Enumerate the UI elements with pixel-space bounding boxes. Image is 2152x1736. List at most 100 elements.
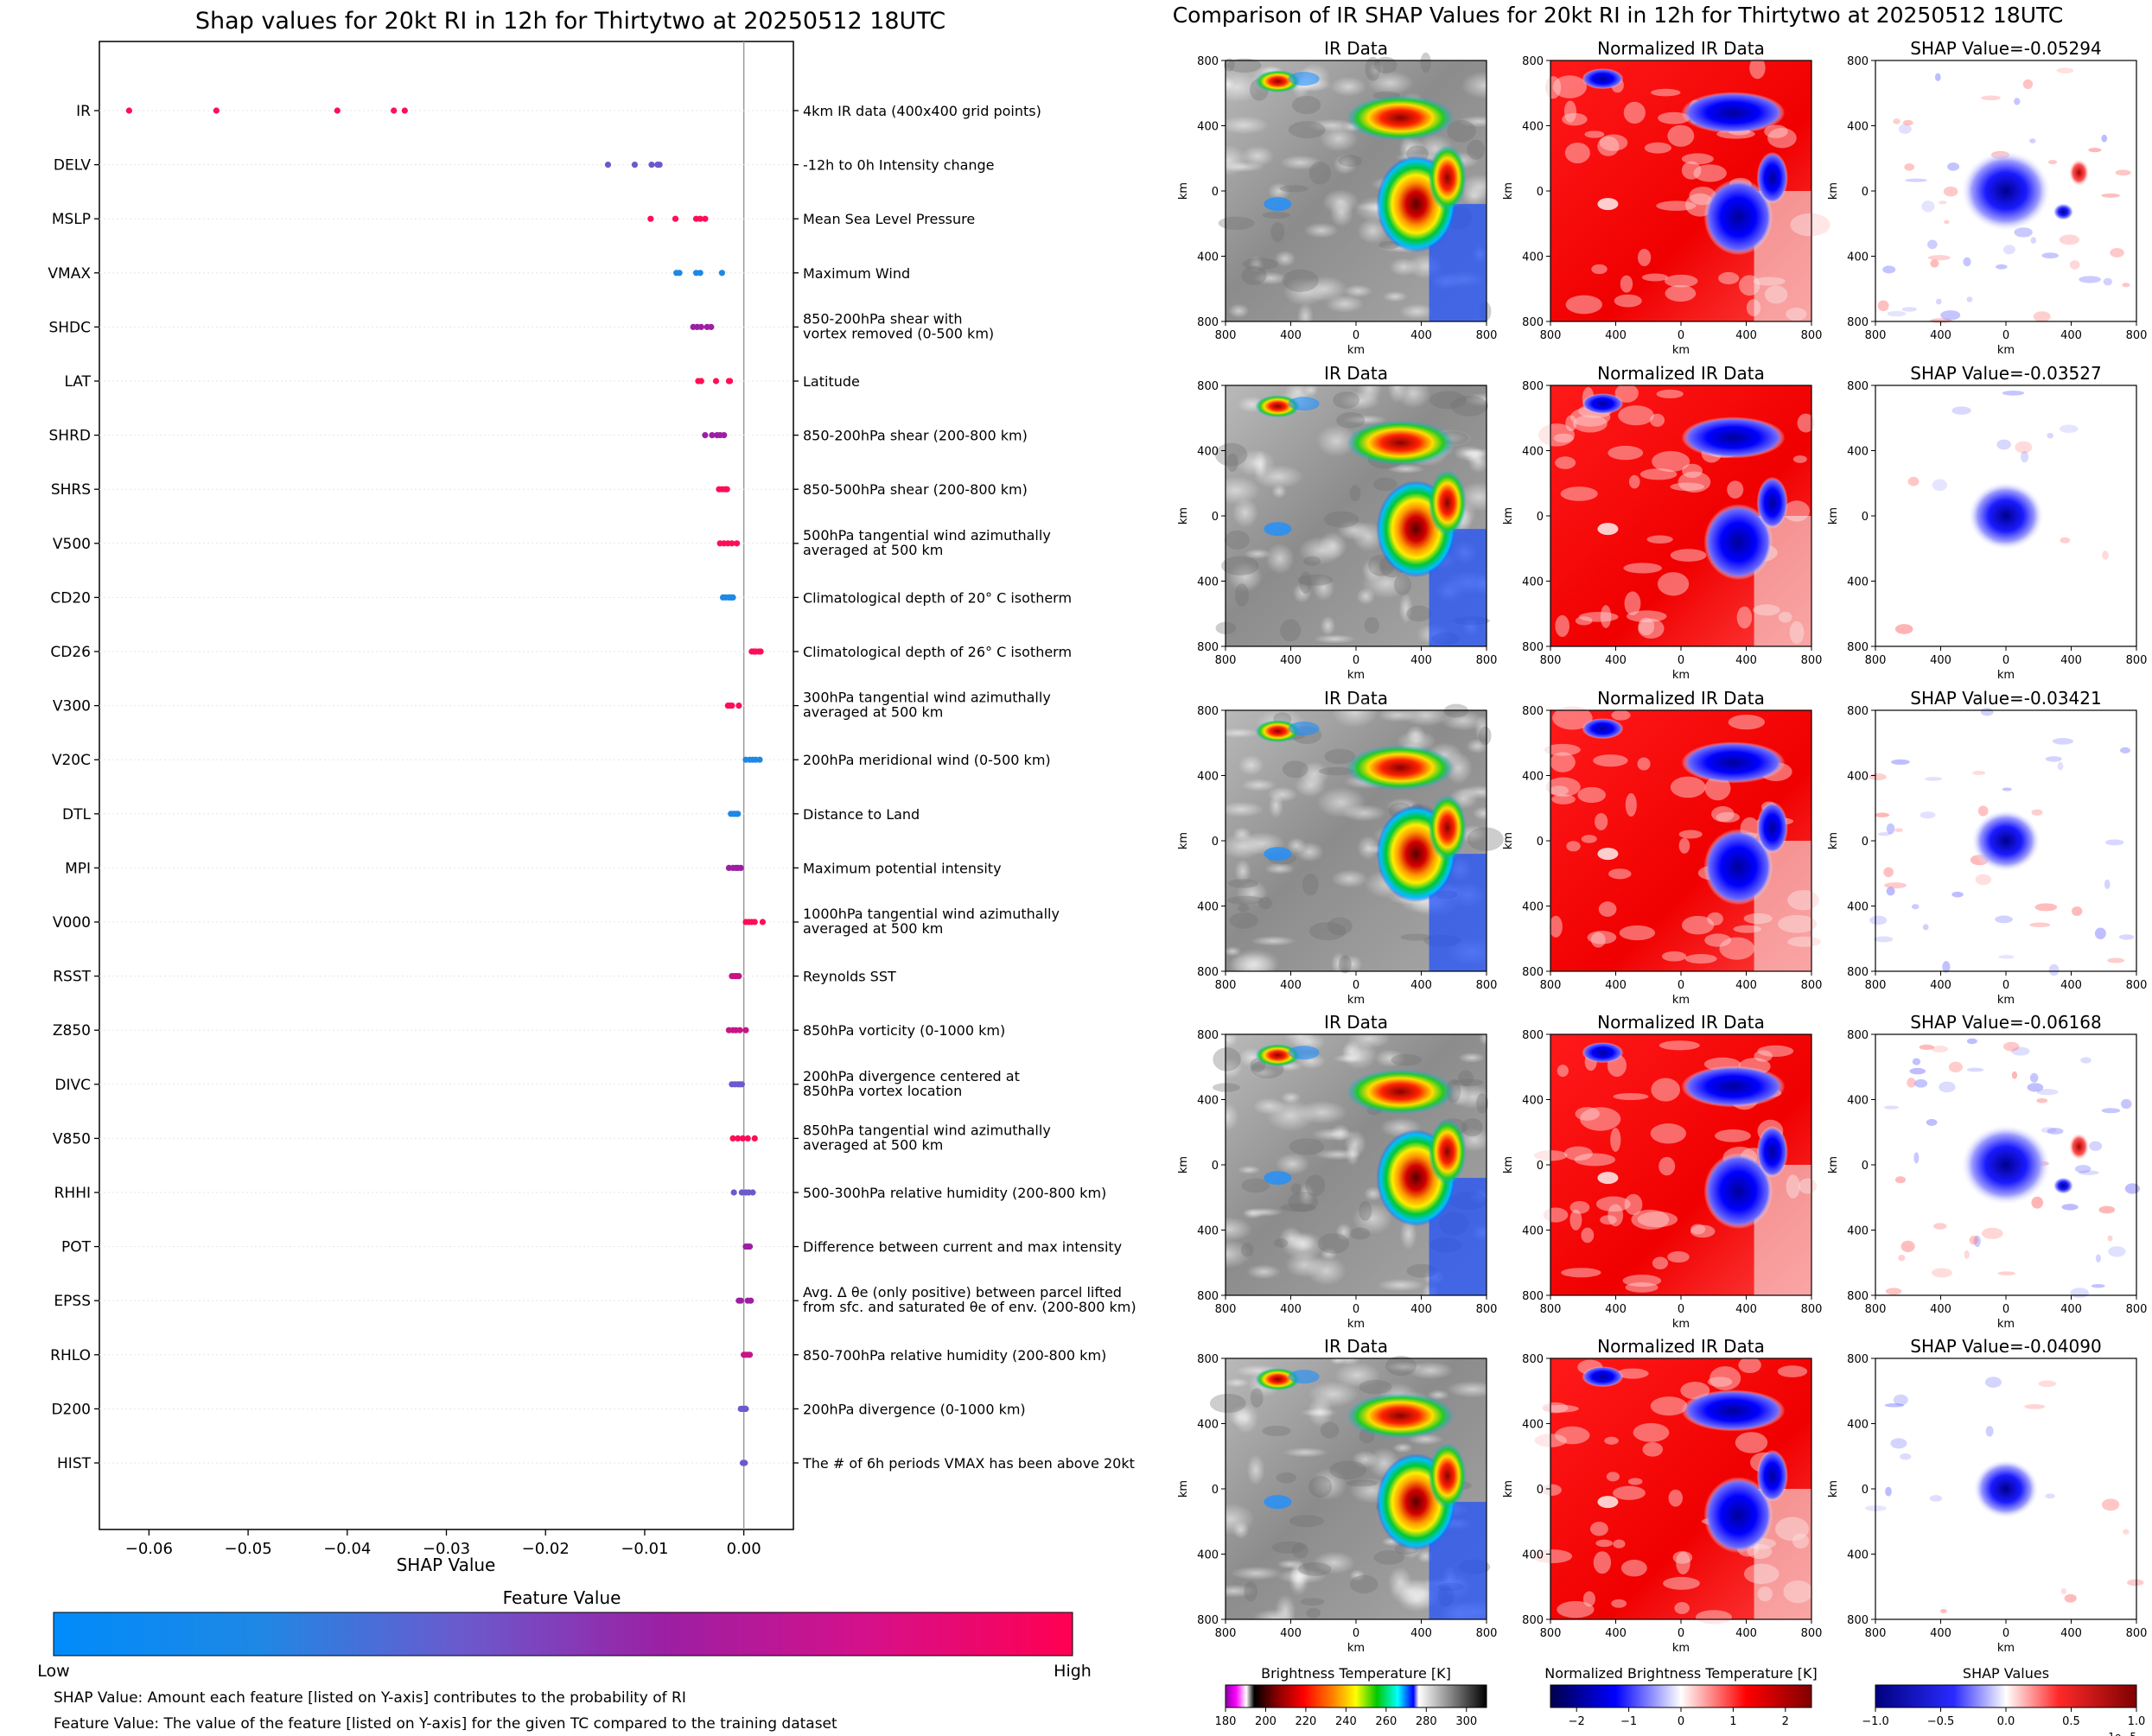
shap-core-blob bbox=[1968, 481, 2044, 550]
norm-warm-patch bbox=[1637, 757, 1651, 771]
panel-x-tick-label: 400 bbox=[1930, 1303, 1951, 1316]
feature-description: Avg. Δ θe (only positive) between parcel… bbox=[803, 1284, 1122, 1300]
panel-y-tick-label: 800 bbox=[1197, 1614, 1219, 1627]
normalized-panel-title: Normalized IR Data bbox=[1597, 1336, 1765, 1357]
ir-cloud bbox=[1252, 1097, 1286, 1115]
shap-positive-patch bbox=[1902, 119, 1913, 126]
norm-warm-patch bbox=[1681, 161, 1702, 180]
ir-dark-patch bbox=[1476, 1093, 1488, 1114]
ir-cloud bbox=[1234, 859, 1251, 884]
ir-cloud-cell bbox=[1288, 397, 1320, 411]
shap-point-epss bbox=[737, 1297, 744, 1304]
ir-dark-patch bbox=[1467, 827, 1504, 851]
colorbar-low-label: Low bbox=[37, 1662, 69, 1681]
feature-label-dtl: DTL bbox=[62, 806, 91, 823]
norm-cold-core bbox=[1703, 179, 1773, 256]
ir-dark-patch bbox=[1308, 1476, 1333, 1498]
ir-cloud bbox=[1320, 1248, 1338, 1260]
shap-negative-patch bbox=[2030, 237, 2037, 244]
ir-dark-patch bbox=[1213, 1047, 1241, 1071]
norm-warm-patch bbox=[1552, 75, 1587, 99]
shap-value-panel: SHAP Value=-0.06168800800400400004004008… bbox=[1827, 1012, 2147, 1331]
ir-dark-patch bbox=[1280, 1203, 1316, 1212]
ir-cloud bbox=[1357, 836, 1380, 860]
panel-y-tick-label: 0 bbox=[1212, 511, 1219, 524]
norm-cold-cell bbox=[1582, 1042, 1624, 1064]
norm-warm-patch bbox=[1777, 1365, 1808, 1377]
shap-positive-patch bbox=[2110, 247, 2124, 258]
shap-point-v850 bbox=[735, 1135, 742, 1141]
ir-dark-patch bbox=[1420, 52, 1431, 73]
feature-description: Distance to Land bbox=[803, 806, 920, 823]
shap-negative-patch bbox=[1877, 832, 1891, 836]
norm-warm-patch bbox=[1651, 1078, 1681, 1102]
norm-warm-patch bbox=[1650, 1396, 1688, 1416]
norm-cold-cell bbox=[1756, 151, 1788, 204]
norm-warm-patch bbox=[1633, 1422, 1670, 1442]
panel-x-axis-label: km bbox=[1347, 994, 1365, 1007]
feature-description: 850-200hPa shear (200-800 km) bbox=[803, 428, 1028, 444]
panel-y-tick-label: 800 bbox=[1847, 705, 1869, 718]
ir-cloud-cell bbox=[1255, 395, 1301, 418]
ir-dark-patch bbox=[1271, 1541, 1306, 1554]
shap-point-vmax bbox=[676, 270, 683, 277]
ir-dark-patch bbox=[1250, 1388, 1264, 1408]
panel-y-tick-label: 0 bbox=[1212, 1160, 1219, 1173]
ir-cloud-cell bbox=[1255, 1044, 1301, 1067]
ir-dark-patch bbox=[1289, 1515, 1324, 1528]
ir-cloud-cell bbox=[1264, 847, 1292, 862]
ir-cloud bbox=[1281, 1091, 1302, 1104]
panel-x-tick-label: 400 bbox=[1410, 329, 1432, 342]
colorbar-tick-label: −1.0 bbox=[1862, 1715, 1889, 1728]
ir-cloud bbox=[1352, 1202, 1393, 1235]
feature-description: Difference between current and max inten… bbox=[803, 1239, 1122, 1256]
shap-positive-patch bbox=[1904, 163, 1915, 171]
ir-cloud-cluster bbox=[1347, 1393, 1455, 1439]
norm-warm-patch bbox=[1551, 794, 1576, 804]
ir-dark-patch bbox=[1349, 485, 1361, 502]
feature-description: 850hPa vorticity (0-1000 km) bbox=[803, 1022, 1005, 1039]
ir-dark-patch bbox=[1244, 1581, 1257, 1602]
ir-cloud bbox=[1313, 634, 1356, 644]
ir-cloud bbox=[1281, 1230, 1324, 1261]
feature-description: 200hPa divergence centered at bbox=[803, 1068, 1020, 1084]
feature-label-v300: V300 bbox=[53, 698, 91, 715]
ir-panel-title: IR Data bbox=[1324, 38, 1388, 59]
shap-positive-patch bbox=[2064, 1593, 2077, 1603]
norm-warm-patch bbox=[1642, 1441, 1664, 1457]
feature-label-vmax: VMAX bbox=[48, 265, 91, 283]
panel-y-tick-label: 800 bbox=[1522, 966, 1544, 979]
norm-warm-patch bbox=[1665, 274, 1698, 288]
panel-y-tick-label: 800 bbox=[1197, 1290, 1219, 1303]
panel-x-tick-label: 0 bbox=[2002, 1303, 2009, 1316]
ir-cloud bbox=[1356, 375, 1382, 404]
panel-x-tick-label: 400 bbox=[1735, 329, 1757, 342]
panel-x-tick-label: 0 bbox=[1678, 979, 1684, 992]
shap-positive-patch bbox=[1907, 1078, 1916, 1088]
panel-x-axis-label: km bbox=[1347, 669, 1365, 682]
panel-y-tick-label: 800 bbox=[1197, 55, 1219, 68]
ir-dark-patch bbox=[1279, 185, 1308, 193]
colorbar-tick-label: 180 bbox=[1215, 1715, 1237, 1728]
panel-x-axis-label: km bbox=[1347, 344, 1365, 357]
norm-warm-patch bbox=[1549, 915, 1563, 938]
ir-cloud-cell bbox=[1264, 197, 1292, 212]
shap-negative-patch bbox=[2057, 761, 2064, 771]
ir-dark-patch bbox=[1262, 211, 1290, 219]
shap-positive-patch bbox=[2122, 283, 2130, 288]
feature-description: averaged at 500 km bbox=[803, 704, 943, 721]
shap-negative-patch bbox=[1942, 961, 1951, 973]
shap-negative-patch bbox=[1966, 296, 1973, 302]
left-chart-title: Shap values for 20kt RI in 12h for Thirt… bbox=[195, 8, 945, 35]
shap-positive-patch bbox=[2056, 67, 2074, 74]
ir-cloud-cell bbox=[1264, 1171, 1292, 1186]
panel-y-axis-label: km bbox=[1502, 182, 1515, 200]
ir-cloud bbox=[1448, 1081, 1469, 1107]
ir-cloud bbox=[1457, 785, 1505, 799]
shap-point-pot bbox=[746, 1243, 754, 1250]
colorbar-gradient bbox=[1875, 1684, 2137, 1708]
norm-warm-patch bbox=[1587, 931, 1617, 944]
feature-description: 500hPa tangential wind azimuthally bbox=[803, 527, 1051, 544]
shap-negative-patch bbox=[2047, 1128, 2064, 1135]
panel-y-tick-label: 400 bbox=[1847, 251, 1869, 264]
